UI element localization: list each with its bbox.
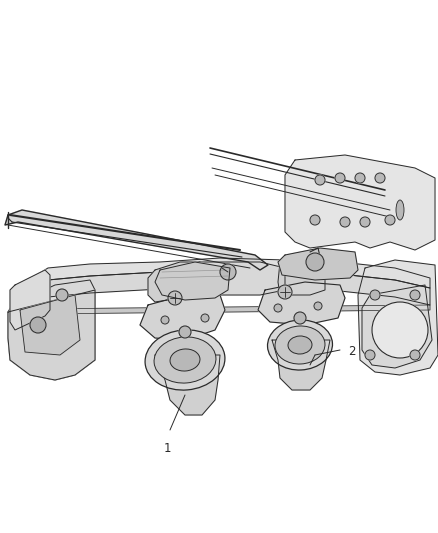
Polygon shape: [272, 340, 329, 390]
Circle shape: [201, 314, 208, 322]
Polygon shape: [148, 262, 200, 302]
Polygon shape: [8, 290, 95, 380]
Circle shape: [277, 285, 291, 299]
Polygon shape: [8, 280, 95, 380]
Ellipse shape: [145, 330, 224, 390]
Circle shape: [374, 173, 384, 183]
Polygon shape: [10, 270, 50, 330]
Circle shape: [334, 173, 344, 183]
Circle shape: [364, 350, 374, 360]
Polygon shape: [277, 260, 324, 295]
Polygon shape: [175, 262, 284, 295]
Circle shape: [161, 316, 169, 324]
Circle shape: [56, 289, 68, 301]
Ellipse shape: [287, 336, 311, 354]
Circle shape: [384, 215, 394, 225]
Polygon shape: [284, 155, 434, 250]
Polygon shape: [5, 210, 267, 270]
Circle shape: [369, 290, 379, 300]
Polygon shape: [277, 248, 357, 280]
Circle shape: [409, 350, 419, 360]
Polygon shape: [361, 285, 431, 368]
Circle shape: [314, 175, 324, 185]
Circle shape: [30, 317, 46, 333]
Polygon shape: [357, 260, 437, 375]
Circle shape: [293, 312, 305, 324]
Ellipse shape: [395, 200, 403, 220]
Polygon shape: [258, 282, 344, 325]
Circle shape: [273, 304, 281, 312]
Circle shape: [305, 253, 323, 271]
Polygon shape: [28, 305, 429, 314]
Polygon shape: [28, 258, 429, 292]
Text: 1: 1: [163, 442, 170, 455]
Polygon shape: [155, 262, 230, 300]
Ellipse shape: [274, 326, 324, 364]
Polygon shape: [140, 295, 225, 340]
Ellipse shape: [154, 337, 215, 383]
Text: 2: 2: [347, 345, 355, 359]
Circle shape: [354, 173, 364, 183]
Circle shape: [371, 302, 427, 358]
Polygon shape: [28, 270, 429, 309]
Circle shape: [179, 326, 191, 338]
Circle shape: [219, 264, 236, 280]
Polygon shape: [155, 355, 219, 415]
Circle shape: [309, 215, 319, 225]
Text: 3: 3: [210, 262, 218, 274]
Polygon shape: [20, 295, 80, 355]
Circle shape: [313, 302, 321, 310]
Circle shape: [409, 290, 419, 300]
Ellipse shape: [267, 320, 332, 370]
Circle shape: [339, 217, 349, 227]
Circle shape: [168, 291, 182, 305]
Ellipse shape: [170, 349, 200, 371]
Circle shape: [359, 217, 369, 227]
